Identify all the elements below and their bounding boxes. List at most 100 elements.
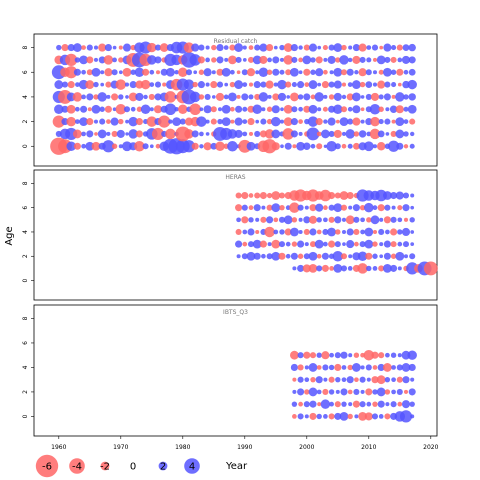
bubble: 2005, age 5: 1.5 <box>334 216 342 224</box>
bubble: 2015, age 3: 0.8 <box>397 241 403 247</box>
bubble: 1975, age 2: -2.5 <box>146 116 158 127</box>
bubble: 1996, age 7: 0.6 <box>279 57 285 62</box>
bubble: 2011, age 0: 0.6 <box>372 144 378 149</box>
bubble: 2001, age 1: 1.5 <box>309 400 317 408</box>
bubble: 1964, age 0: 0.8 <box>81 143 86 149</box>
bubble: 1989, age 7: -1.2 <box>235 192 242 199</box>
bubble: 2016, age 4: 2 <box>401 363 411 372</box>
panel-2: HERAS 0 2 4 6 8 1998, age 1: 0.61999, age 1: 1… <box>22 169 438 301</box>
bubble: 1994, age 6: -1 <box>266 69 273 75</box>
bubble: 1986, age 6: -1.5 <box>216 68 224 76</box>
bubble: 2011, age 1: -2.5 <box>369 128 381 140</box>
bubbles: 1960, age 0: -4.51961, age 0: -3.51962, … <box>50 41 417 155</box>
y-axis-title: Age <box>4 226 15 245</box>
bubble: 2012, age 1: 1.4 <box>377 130 385 138</box>
bubble: 2006, age 0: -0.8 <box>341 143 347 149</box>
bubble: 2004, age 1: 1.2 <box>328 130 335 137</box>
bubble: 1970, age 1: 1.8 <box>116 129 125 138</box>
bubble: 2012, age 4: 1.5 <box>377 363 385 371</box>
bubble: 2006, age 3: -1.2 <box>340 106 348 113</box>
bubble: 1966, age 1: -0.5 <box>94 132 98 136</box>
bubble: 1998, age 8: 1.5 <box>290 44 298 52</box>
bubble: 1982, age 7: 2.8 <box>189 54 201 66</box>
bubble: 1991, age 2: -1.5 <box>247 118 255 126</box>
bubble: 2001, age 6: 1 <box>310 69 316 75</box>
bubble: 1996, age 6: -1 <box>279 204 285 211</box>
bubble: 1990, age 7: 0.5 <box>242 58 247 62</box>
bubble: 1976, age 6: -0.6 <box>155 70 161 75</box>
bubble: 1988, age 5: -1 <box>229 81 236 88</box>
bubble: 1963, age 7: 1 <box>74 57 81 63</box>
bubble: 2004, age 8: 1.2 <box>328 44 335 51</box>
bubble: 1960, age 8: 1 <box>56 44 62 51</box>
bubble: 2004, age 0: -1.2 <box>328 413 335 420</box>
bubble: 1981, age 8: -2.5 <box>183 42 195 53</box>
bubble: 2007, age 4: -1.5 <box>346 93 354 101</box>
bubble: 1990, age 2: 1.2 <box>241 253 248 260</box>
bubble: 2009, age 2: 0.6 <box>360 119 365 124</box>
bubble: 2007, age 6: 0.6 <box>348 205 353 210</box>
bubble: 1994, age 1: -2.2 <box>264 129 275 139</box>
bubble: 2010, age 2: 1.5 <box>365 118 373 126</box>
bubble: 2015, age 0: 1.5 <box>396 142 404 150</box>
legend-label: 4 <box>189 462 195 473</box>
bubble: 1991, age 7: -1.2 <box>247 56 255 63</box>
bubble: 1996, age 2: -1.5 <box>278 252 286 260</box>
bubble: 1998, age 3: 1.2 <box>291 106 298 113</box>
bubble: 2008, age 1: -1 <box>353 131 360 137</box>
bubble: 1999, age 4: 0.6 <box>298 229 303 234</box>
bubble: 1983, age 7: -1.5 <box>197 56 205 64</box>
bubble: 2016, age 7: 1.8 <box>401 55 411 64</box>
bubble: 2011, age 0: 1.2 <box>371 413 379 420</box>
bubble: 2005, age 1: 2 <box>333 264 343 273</box>
bubble: 2005, age 8: 2 <box>333 43 343 52</box>
bubble: 2010, age 6: 2.2 <box>364 202 374 213</box>
y-tick-label: 6 <box>22 70 29 74</box>
bubble: 1963, age 5: 0.8 <box>75 82 80 87</box>
bubble: 2005, age 6: 2 <box>333 203 343 213</box>
bubble: 1971, age 2: 0.5 <box>125 119 129 124</box>
legend-label: 2 <box>160 462 166 473</box>
bubble: 2016, age 1: 1 <box>403 131 409 137</box>
bubble: 1980, age 3: -2.2 <box>178 104 188 114</box>
bubble: 2005, age 7: -1 <box>335 57 341 63</box>
bubble: 1999, age 1: 0.6 <box>298 131 303 136</box>
bubble: 1996, age 3: 0.5 <box>280 107 284 112</box>
bubble: 2004, age 7: 1.8 <box>327 55 336 64</box>
bubble: 2010, age 1: 0.8 <box>366 401 372 407</box>
bubble: 1969, age 3: 0.5 <box>112 107 117 112</box>
bubble: 1992, age 4: -0.6 <box>255 229 260 234</box>
bubble: 2002, age 8: 0.5 <box>317 45 322 50</box>
bubble: 1981, age 5: 2.5 <box>183 79 195 90</box>
bubble: 2000, age 0: 0.6 <box>304 414 309 419</box>
bubble: 2010, age 0: 2.3 <box>363 141 374 152</box>
bubble: 2010, age 2: -1.5 <box>365 388 373 396</box>
bubble: 2017, age 6: 0.5 <box>410 205 415 210</box>
bubble: 2010, age 5: -1 <box>366 217 372 223</box>
bubble: 1996, age 4: 1.8 <box>277 92 287 101</box>
bubble: 2016, age 4: 1 <box>403 94 409 100</box>
bubble: 2003, age 1: -1.5 <box>321 264 329 272</box>
legend-label: -4 <box>72 462 82 473</box>
bubble: 1993, age 7: -1.8 <box>259 55 268 64</box>
bubble: 1983, age 1: 0.8 <box>199 131 204 137</box>
bubble: 2014, age 1: 1.2 <box>390 401 397 408</box>
y-tick-label: 2 <box>22 120 29 124</box>
bubble: 1979, age 2: 2 <box>172 117 182 126</box>
bubble: 1991, age 4: 0.9 <box>248 94 254 100</box>
bubble: 2002, age 5: 1 <box>316 217 322 223</box>
bubble: 2015, age 3: -1.2 <box>396 376 403 383</box>
bubble: 1999, age 5: 1.5 <box>297 81 305 89</box>
bubble: 2004, age 7: -1.5 <box>328 191 336 200</box>
bubble: 2008, age 0: -1.4 <box>353 142 360 150</box>
bubble: 1994, age 2: -1 <box>266 118 273 125</box>
bubble: 2008, age 5: 2 <box>352 80 361 89</box>
bubble: 2011, age 2: 1 <box>372 389 378 395</box>
bubble: 1963, age 2: 0.8 <box>75 119 80 124</box>
bubble: 1973, age 3: -1 <box>136 106 143 112</box>
bubble: 2016, age 4: 1.8 <box>401 227 411 237</box>
bubble: 2013, age 6: 1.2 <box>384 204 391 211</box>
bubble: 2016, age 3: 1.2 <box>402 241 410 248</box>
bubble: 1992, age 7: 2 <box>252 55 262 65</box>
bubble: 2003, age 3: 0.8 <box>323 241 328 247</box>
